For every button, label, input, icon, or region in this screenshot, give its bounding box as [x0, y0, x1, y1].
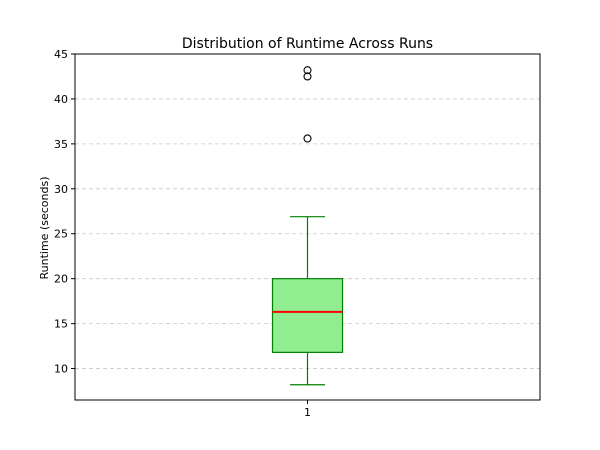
outlier-point-1	[303, 134, 312, 143]
y-tick-label-35: 35	[54, 138, 68, 151]
y-tick-label-20: 20	[54, 273, 68, 286]
y-axis-ticks: 10 15 20 25 30 35 40 45	[54, 48, 75, 376]
outlier-point-2	[303, 72, 312, 81]
x-tick-label-1: 1	[304, 406, 311, 419]
box-layer	[271, 66, 344, 386]
plot-frame	[74, 53, 541, 401]
chart-title: Distribution of Runtime Across Runs	[182, 36, 433, 52]
y-tick-label-40: 40	[54, 93, 68, 106]
outlier-point-3	[303, 66, 312, 75]
y-tick-label-30: 30	[54, 183, 68, 196]
y-tick-label-10: 10	[54, 363, 68, 376]
iqr-box	[271, 278, 344, 353]
y-tick-label-45: 45	[54, 48, 68, 61]
y-tick-label-15: 15	[54, 318, 68, 331]
y-axis-label: Runtime (seconds)	[38, 177, 51, 280]
x-axis-ticks: 1	[304, 400, 311, 419]
y-tick-label-25: 25	[54, 228, 68, 241]
